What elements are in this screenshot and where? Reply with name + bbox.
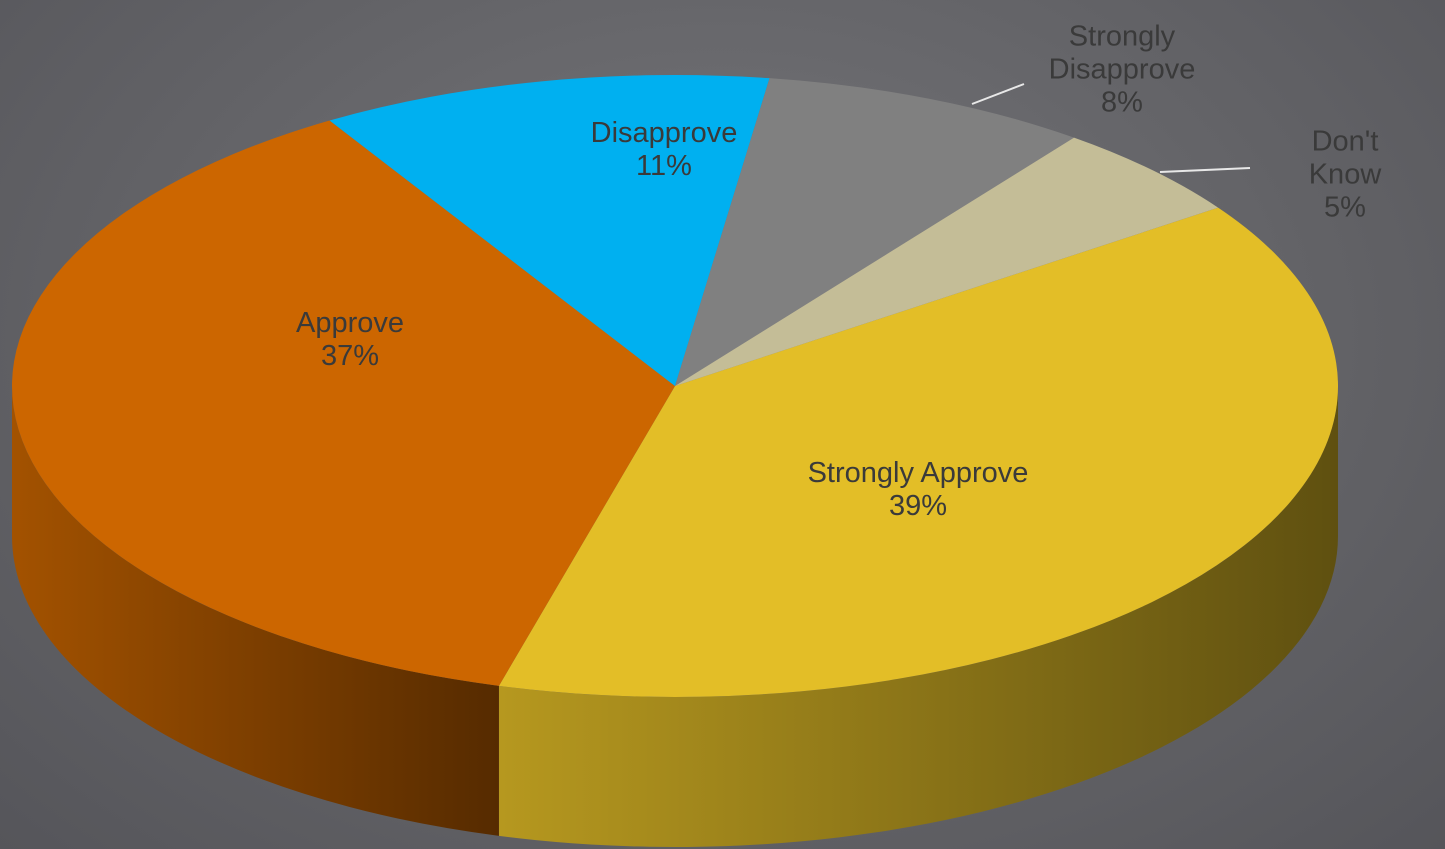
- category-label: Strongly Approve: [807, 457, 1029, 489]
- value-label: 8%: [1101, 86, 1143, 119]
- slice-side: [498, 386, 1338, 847]
- leader-line: [971, 83, 1025, 105]
- data-label: Strongly Disapprove 8%: [1027, 21, 1217, 120]
- category-label: Don't Know: [1308, 125, 1382, 191]
- slice: [498, 207, 1338, 697]
- slice-side: [12, 386, 499, 836]
- category-label: Disapprove: [590, 117, 738, 149]
- value-label: 37%: [320, 340, 380, 372]
- slice: [675, 78, 1075, 386]
- value-label: 5%: [1324, 191, 1366, 224]
- category-label: Approve: [295, 307, 405, 339]
- leader-line: [1159, 167, 1251, 173]
- slice: [329, 75, 770, 386]
- slice: [11, 120, 675, 686]
- value-label: 11%: [636, 150, 692, 182]
- category-label: Strongly Disapprove: [1048, 20, 1196, 86]
- data-label: Strongly Approve 39%: [808, 457, 1029, 523]
- data-label: Approve 37%: [296, 307, 404, 373]
- value-label: 39%: [888, 490, 948, 522]
- data-label: Don't Know 5%: [1295, 126, 1395, 225]
- slice: [675, 137, 1219, 386]
- data-label: Disapprove 11%: [591, 117, 738, 183]
